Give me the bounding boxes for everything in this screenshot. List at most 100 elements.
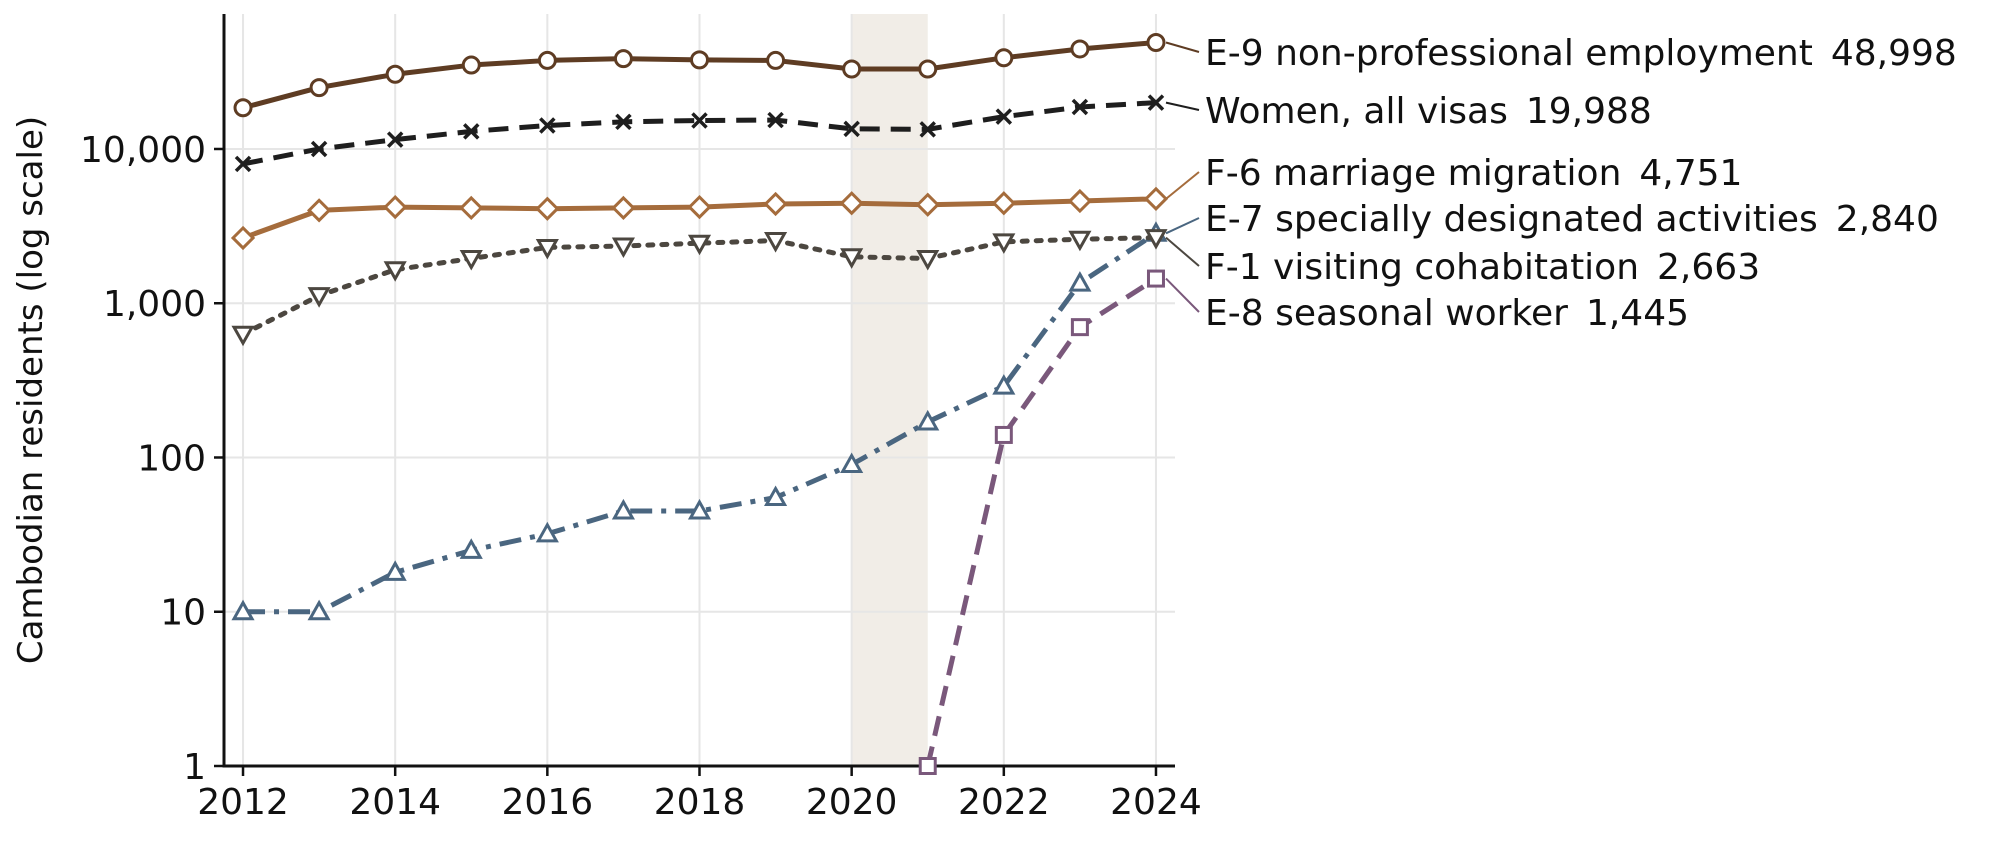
shaded-period <box>851 14 928 766</box>
triangle-up-marker <box>611 498 635 520</box>
circle-marker <box>385 64 405 84</box>
triangle-down-marker <box>535 238 559 260</box>
triangle-up-marker <box>535 521 559 543</box>
x-tick-label: 2022 <box>958 782 1050 823</box>
diamond-marker <box>1067 188 1093 214</box>
diamond-marker <box>535 196 560 221</box>
x-marker <box>386 131 404 148</box>
circle-marker <box>537 50 557 70</box>
series-end-value: 48,998 <box>1831 33 1957 74</box>
gridlines <box>224 14 1175 767</box>
series-end-label: Women, all visas 19,988 <box>1205 91 1652 132</box>
series-end-value: 2,840 <box>1836 199 1939 240</box>
x-marker <box>691 112 708 129</box>
x-marker <box>919 121 936 138</box>
series-2 <box>230 186 1169 251</box>
circle-marker <box>842 59 862 79</box>
series-end-labels: E-9 non-professional employment 48,998 Wom… <box>1165 33 1957 334</box>
circle-marker <box>918 59 938 79</box>
circle-marker <box>1070 39 1090 59</box>
series-name: E-9 non-professional employment <box>1205 33 1813 74</box>
series-end-label: E-9 non-professional employment 48,998 <box>1205 33 1957 74</box>
diamond-marker <box>383 194 408 220</box>
x-marker <box>310 140 328 158</box>
leader-line <box>1165 217 1200 235</box>
x-marker <box>234 155 252 173</box>
leader-line <box>1165 41 1200 53</box>
series-lines <box>230 33 1169 775</box>
triangle-down-marker <box>840 248 864 269</box>
square-marker <box>1070 318 1089 337</box>
leader-line <box>1165 171 1200 200</box>
triangle-up-marker <box>916 409 940 431</box>
series-end-label: F-1 visiting cohabitation 2,663 <box>1205 247 1760 288</box>
series-end-label: F-6 marriage migration 4,751 <box>1205 153 1742 194</box>
diamond-marker <box>991 191 1016 216</box>
triangle-up-marker <box>307 599 331 621</box>
circle-marker <box>613 49 633 69</box>
series-name: E-8 seasonal worker <box>1205 293 1568 334</box>
series-end-value: 19,988 <box>1526 91 1652 132</box>
x-marker <box>843 120 860 138</box>
circle-marker <box>461 55 481 75</box>
triangle-down-marker <box>1144 229 1168 250</box>
series-end-value: 1,445 <box>1586 293 1689 334</box>
triangle-up-marker <box>459 538 483 559</box>
y-tick-label: 10,000 <box>80 130 206 171</box>
series-end-label: E-8 seasonal worker 1,445 <box>1205 293 1689 334</box>
series-line <box>925 276 1158 767</box>
y-tick-label: 10 <box>160 593 206 634</box>
triangle-down-marker <box>231 325 255 347</box>
diamond-marker <box>459 195 484 221</box>
triangle-up-marker <box>764 485 788 507</box>
triangle-up-marker <box>992 374 1016 395</box>
x-marker <box>1071 98 1089 116</box>
y-tick-label: 1,000 <box>103 284 206 325</box>
square-marker <box>994 425 1013 444</box>
diamond-marker <box>915 192 940 217</box>
y-axis-title: Cambodian residents (log scale) <box>11 116 51 664</box>
circle-marker <box>233 98 253 118</box>
triangle-up-marker <box>840 452 864 474</box>
series-5 <box>918 269 1165 775</box>
series-name: E-7 specially designated activities <box>1205 199 1818 240</box>
series-0 <box>233 33 1166 118</box>
x-marker <box>539 117 556 134</box>
diamond-marker <box>1143 186 1169 211</box>
triangle-down-marker <box>307 287 331 308</box>
x-marker <box>463 123 480 140</box>
x-marker <box>767 111 784 129</box>
triangle-up-marker <box>1068 271 1092 292</box>
triangle-down-marker <box>383 261 407 282</box>
series-end-value: 2,663 <box>1657 247 1760 288</box>
shaded-region-2020-2021 <box>851 14 928 766</box>
x-marker <box>995 108 1013 125</box>
triangle-up-marker <box>687 498 712 520</box>
y-tick-label: 1 <box>183 747 206 788</box>
triangle-down-marker <box>1068 230 1092 252</box>
series-4 <box>231 229 1168 347</box>
series-end-value: 4,751 <box>1639 153 1742 194</box>
triangle-down-marker <box>992 233 1016 254</box>
series-name: F-1 visiting cohabitation <box>1205 247 1639 288</box>
diamond-marker <box>687 194 712 220</box>
x-tick-label: 2018 <box>654 782 746 823</box>
series-end-label: E-7 specially designated activities 2,840 <box>1205 199 1939 240</box>
series-name: F-6 marriage migration <box>1205 153 1621 194</box>
circle-marker <box>994 48 1014 68</box>
series-1 <box>234 94 1165 173</box>
series-3 <box>231 221 1168 621</box>
diamond-marker <box>306 198 332 223</box>
leader-line <box>1165 101 1200 111</box>
circle-marker <box>1146 33 1166 53</box>
triangle-up-marker <box>231 599 255 621</box>
series-name: Women, all visas <box>1205 91 1508 132</box>
leader-line <box>1165 277 1200 313</box>
circle-marker <box>690 50 709 70</box>
diamond-marker <box>611 195 636 221</box>
x-tick-label: 2012 <box>197 782 289 823</box>
triangle-down-marker <box>687 234 712 256</box>
triangle-down-marker <box>611 237 635 259</box>
triangle-down-marker <box>916 249 940 271</box>
